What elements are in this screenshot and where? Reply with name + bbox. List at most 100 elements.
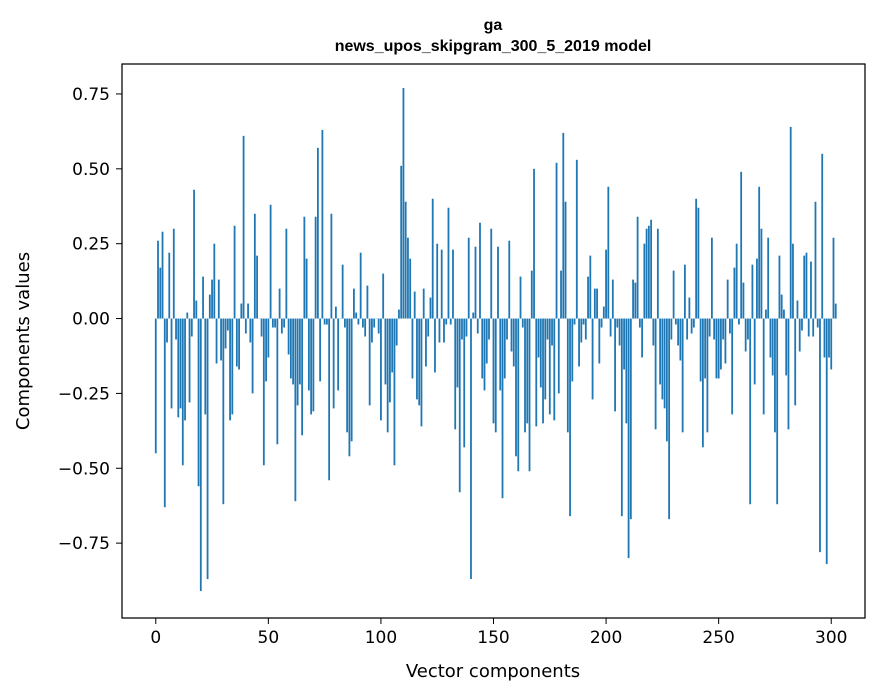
bar-203 bbox=[611, 279, 614, 319]
bar-99 bbox=[377, 318, 380, 334]
bar-270 bbox=[762, 318, 765, 415]
bar-147 bbox=[485, 318, 488, 364]
bar-160 bbox=[515, 318, 517, 457]
bar-238 bbox=[690, 318, 693, 334]
bar-282 bbox=[789, 126, 792, 319]
bar-54 bbox=[276, 318, 279, 445]
bar-176 bbox=[551, 318, 553, 346]
bar-170 bbox=[537, 318, 540, 358]
bar-86 bbox=[348, 318, 351, 457]
bar-36 bbox=[235, 318, 238, 367]
bar-225 bbox=[661, 318, 664, 400]
bar-235 bbox=[683, 264, 686, 319]
x-tick-label: 100 bbox=[365, 628, 397, 648]
bar-0 bbox=[154, 318, 157, 454]
bar-101 bbox=[382, 273, 385, 319]
bar-192 bbox=[587, 276, 589, 319]
y-tick-label: −0.25 bbox=[58, 384, 110, 404]
bar-244 bbox=[704, 318, 707, 379]
bar-122 bbox=[429, 297, 432, 319]
bar-65 bbox=[301, 318, 304, 436]
chart-title: ga bbox=[484, 17, 503, 34]
bar-194 bbox=[591, 318, 594, 400]
bar-302 bbox=[834, 303, 837, 319]
bar-37 bbox=[238, 318, 240, 370]
bar-171 bbox=[539, 318, 542, 388]
bar-241 bbox=[697, 207, 700, 319]
bar-64 bbox=[298, 318, 301, 385]
bar-291 bbox=[810, 261, 812, 319]
bar-197 bbox=[598, 318, 601, 364]
bar-261 bbox=[742, 282, 745, 319]
bar-58 bbox=[285, 228, 288, 319]
bar-243 bbox=[701, 318, 704, 448]
bar-124 bbox=[434, 318, 436, 373]
bar-15 bbox=[188, 318, 191, 403]
bar-226 bbox=[663, 318, 666, 409]
bar-248 bbox=[713, 318, 716, 340]
bar-284 bbox=[794, 318, 797, 406]
bar-92 bbox=[362, 318, 364, 328]
bar-172 bbox=[542, 318, 544, 424]
bar-53 bbox=[274, 318, 276, 328]
bar-236 bbox=[686, 318, 689, 340]
bar-14 bbox=[186, 312, 189, 319]
bar-84 bbox=[344, 318, 346, 328]
bar-18 bbox=[195, 300, 198, 319]
bar-257 bbox=[733, 267, 736, 319]
bar-301 bbox=[832, 237, 835, 319]
bar-80 bbox=[334, 306, 337, 319]
bar-49 bbox=[265, 318, 267, 382]
bar-300 bbox=[830, 318, 833, 370]
bar-167 bbox=[530, 270, 533, 319]
bar-83 bbox=[341, 264, 344, 319]
bar-20 bbox=[199, 318, 202, 592]
bar-174 bbox=[546, 318, 549, 340]
bar-75 bbox=[323, 318, 326, 325]
bar-177 bbox=[553, 318, 556, 421]
bar-227 bbox=[665, 318, 668, 442]
bar-217 bbox=[643, 243, 646, 319]
bar-140 bbox=[470, 318, 472, 580]
bar-169 bbox=[535, 318, 538, 427]
bar-273 bbox=[769, 318, 772, 358]
bar-131 bbox=[449, 318, 452, 325]
bar-153 bbox=[499, 318, 502, 391]
bar-200 bbox=[605, 249, 607, 319]
bar-87 bbox=[350, 318, 353, 442]
bar-42 bbox=[249, 318, 252, 343]
bars-group bbox=[154, 87, 837, 592]
bar-103 bbox=[386, 318, 389, 433]
bar-33 bbox=[229, 318, 231, 421]
bar-19 bbox=[197, 318, 200, 487]
bar-155 bbox=[503, 318, 506, 379]
x-axis-ticks: 0 50 100 150 200 250 300 bbox=[150, 618, 847, 648]
bar-204 bbox=[614, 318, 616, 412]
bar-25 bbox=[211, 279, 213, 319]
bar-180 bbox=[560, 270, 562, 319]
bar-201 bbox=[607, 186, 610, 319]
bar-221 bbox=[652, 318, 655, 346]
bar-289 bbox=[805, 252, 808, 319]
bar-95 bbox=[368, 318, 371, 406]
bar-142 bbox=[474, 246, 477, 319]
bar-184 bbox=[569, 318, 571, 517]
bar-115 bbox=[413, 291, 416, 319]
bar-158 bbox=[510, 318, 513, 352]
y-tick-label: 0.00 bbox=[72, 310, 110, 330]
bar-271 bbox=[765, 309, 767, 319]
bar-152 bbox=[497, 246, 499, 319]
chart-subtitle: news_upos_skipgram_300_5_2019 model bbox=[335, 38, 652, 55]
bar-50 bbox=[267, 318, 270, 358]
bar-89 bbox=[355, 312, 358, 319]
bar-136 bbox=[461, 318, 463, 340]
bar-78 bbox=[330, 213, 333, 319]
bar-62 bbox=[294, 318, 297, 502]
bar-97 bbox=[373, 318, 376, 328]
bar-202 bbox=[609, 318, 612, 337]
x-tick-label: 250 bbox=[702, 628, 734, 648]
bar-296 bbox=[821, 153, 824, 319]
bar-130 bbox=[447, 207, 450, 319]
x-tick-label: 0 bbox=[150, 628, 161, 648]
